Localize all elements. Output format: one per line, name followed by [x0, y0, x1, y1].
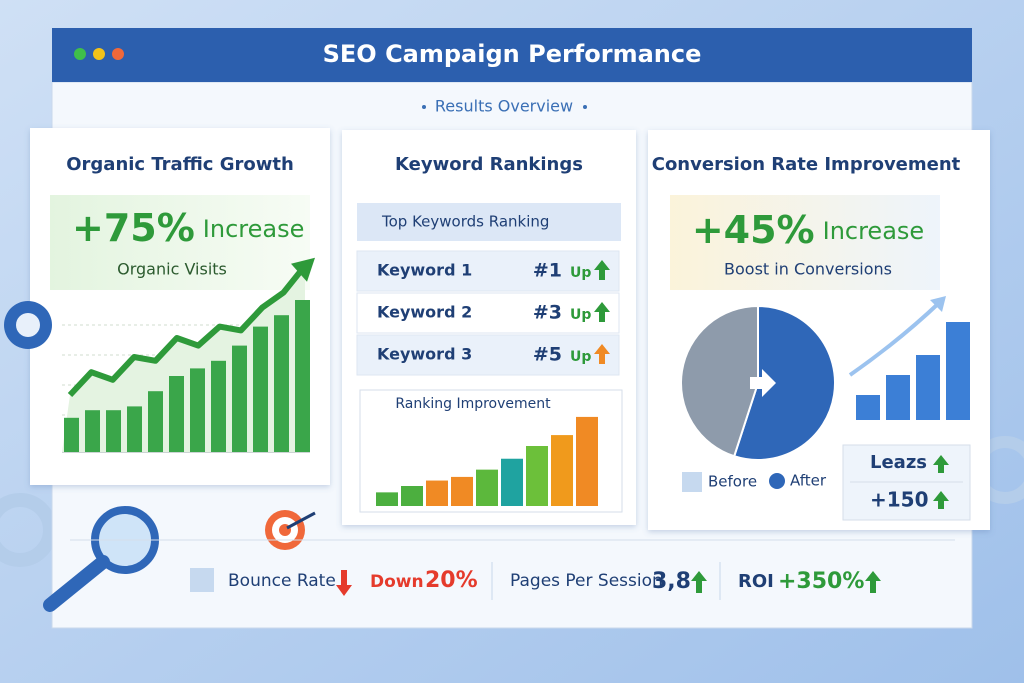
bar	[295, 300, 310, 452]
up-arrow	[933, 491, 949, 509]
metric: Leazs	[870, 452, 927, 473]
trend: Up	[570, 265, 591, 281]
card-title: Organic Traffic Growth	[66, 154, 294, 175]
bar	[856, 395, 880, 420]
pie-slice	[732, 304, 836, 461]
bar	[576, 416, 598, 506]
rank: #3	[533, 302, 562, 324]
bar	[127, 406, 142, 452]
legend-swatch	[682, 472, 702, 492]
row	[356, 334, 620, 376]
subtitle: Results Overview	[435, 97, 573, 116]
chart-title: Ranking Improvement	[395, 396, 551, 412]
trend-line	[67, 263, 308, 398]
bar	[376, 492, 398, 506]
dot	[422, 105, 426, 109]
legend-label: Before	[708, 473, 757, 491]
bar	[476, 469, 498, 506]
row	[356, 250, 620, 292]
up-arrow	[865, 571, 881, 593]
bar	[274, 315, 289, 452]
metric-label: Bounce Rate	[228, 571, 336, 591]
bar	[886, 375, 910, 420]
gear-icon	[16, 313, 40, 337]
metric-value: +350%	[778, 569, 864, 594]
trend: Down	[370, 572, 424, 592]
stat-label: Increase	[203, 215, 305, 243]
gear	[0, 493, 57, 567]
bar	[169, 376, 184, 452]
legend-swatch	[769, 473, 785, 489]
legend-label: After	[790, 472, 827, 490]
bar	[253, 326, 268, 452]
window-dot[interactable]	[74, 48, 86, 60]
up-arrow	[933, 455, 949, 473]
list-header-box	[357, 203, 621, 241]
bar	[526, 446, 548, 506]
bar	[916, 355, 940, 420]
bar	[85, 410, 100, 452]
title-bar	[52, 28, 972, 82]
metric-value: 3,8	[652, 569, 691, 594]
stat-value: +75%	[72, 206, 195, 250]
up-arrow	[691, 571, 707, 593]
metric: +150	[870, 488, 929, 512]
bar	[551, 435, 573, 506]
page-title: SEO Campaign Performance	[323, 40, 702, 68]
up-arrow	[594, 302, 610, 322]
metric-value: 20%	[425, 568, 478, 593]
caption: Organic Visits	[117, 260, 227, 279]
caption: Boost in Conversions	[724, 260, 892, 279]
pie-slice	[680, 304, 759, 458]
bar	[190, 368, 205, 452]
bar	[501, 458, 523, 506]
stat-label: Increase	[823, 217, 925, 245]
bar	[946, 322, 970, 420]
up-arrow	[594, 344, 610, 364]
rank: #5	[533, 344, 562, 366]
stat-value: +45%	[692, 208, 815, 252]
window-dot[interactable]	[93, 48, 105, 60]
bar	[451, 476, 473, 506]
keyword: Keyword 1	[377, 261, 472, 280]
pie-arrow	[750, 369, 776, 397]
metric-label: ROI	[738, 571, 774, 592]
magnifier-handle	[43, 555, 110, 612]
list-header: Top Keywords Ranking	[381, 213, 549, 231]
trend-arrow	[848, 300, 942, 377]
trend: Up	[570, 307, 591, 323]
window-dot[interactable]	[112, 48, 124, 60]
row	[356, 292, 620, 334]
keyword: Keyword 2	[377, 303, 472, 322]
arrow-head	[291, 257, 315, 282]
rank: #1	[533, 260, 562, 282]
stat: +75% Increase	[72, 206, 304, 250]
bar	[211, 360, 226, 452]
bar	[401, 486, 423, 506]
metric-label: Pages Per Session	[510, 571, 663, 591]
bar	[426, 480, 448, 506]
dart	[286, 511, 316, 530]
dot	[583, 105, 587, 109]
trend-arrow-head	[930, 296, 946, 312]
keyword: Keyword 3	[377, 345, 472, 364]
trend: Up	[570, 349, 591, 365]
bar	[64, 417, 79, 452]
down-arrow	[336, 570, 352, 596]
bar	[232, 345, 247, 452]
stat: +45% Increase	[692, 208, 924, 252]
stat-box	[50, 195, 310, 290]
bar	[148, 391, 163, 452]
up-arrow	[594, 260, 610, 280]
stat-box	[670, 195, 940, 290]
card-title: Conversion Rate Improvement	[652, 154, 961, 175]
card-title: Keyword Rankings	[395, 154, 583, 175]
icon	[190, 568, 214, 592]
bar	[106, 410, 121, 452]
